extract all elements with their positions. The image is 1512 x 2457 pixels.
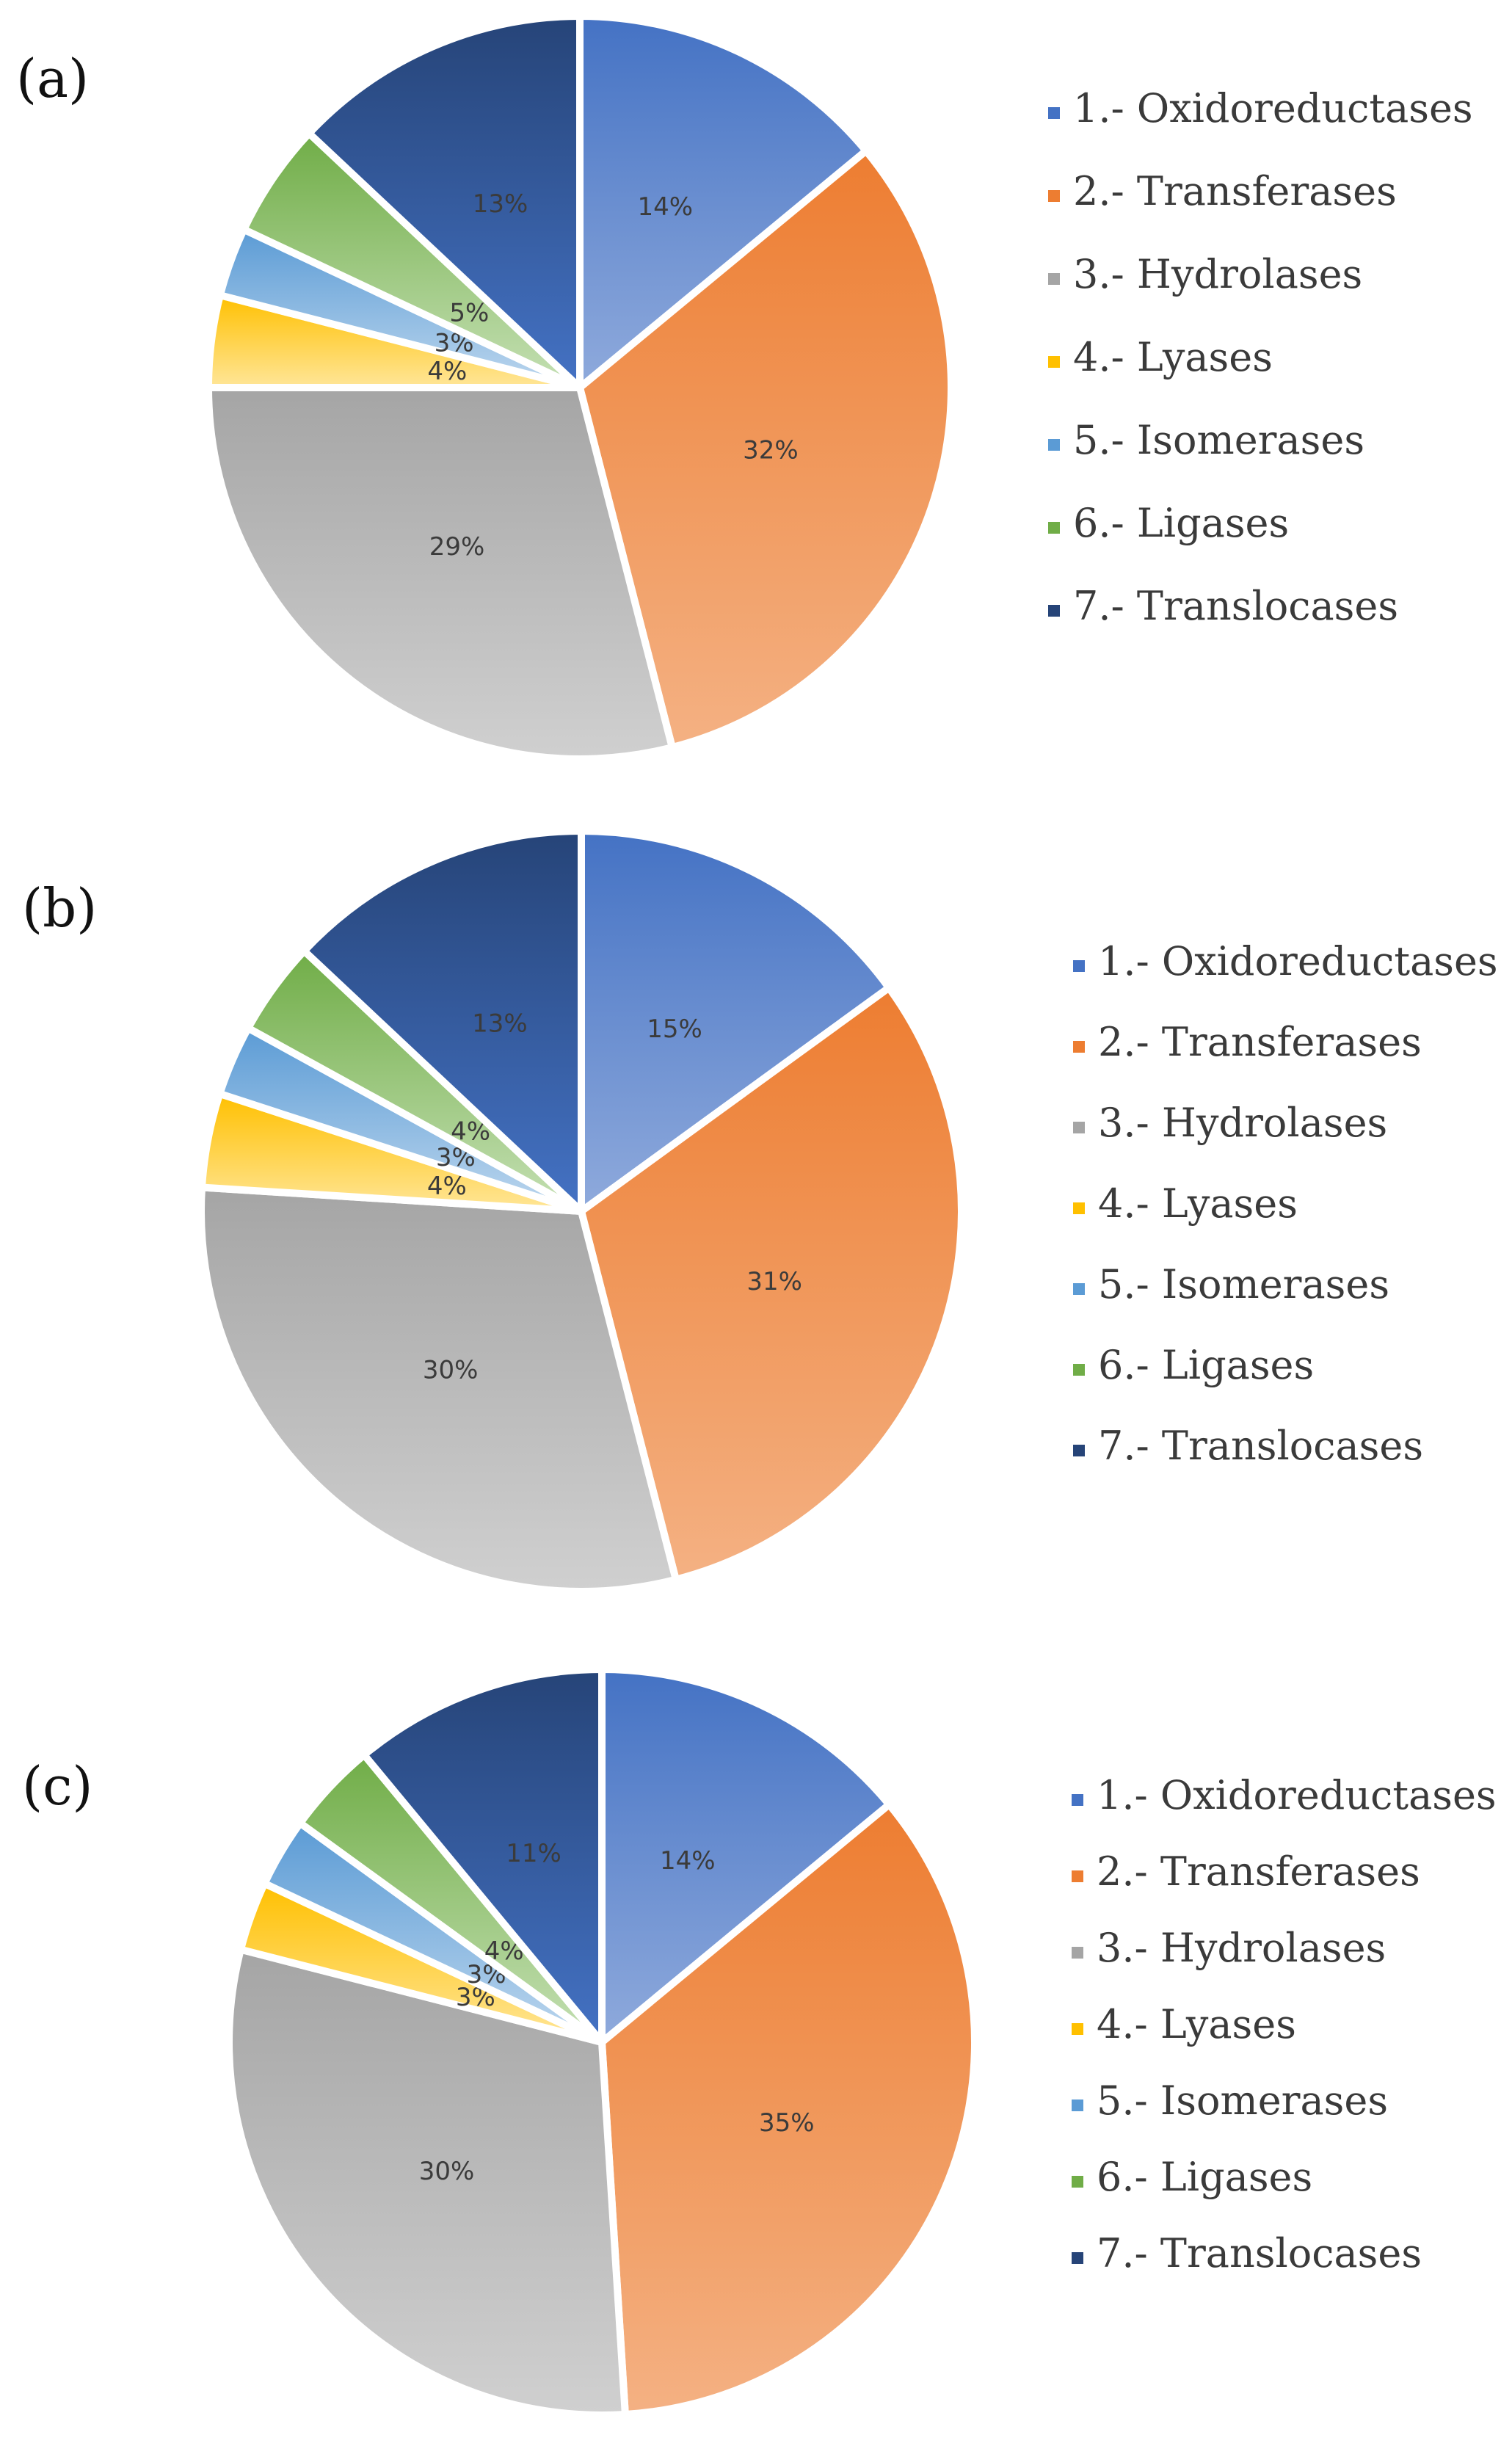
legend-marker-translocases — [1048, 605, 1060, 617]
legend-item-oxidoreductases: 1.- Oxidoreductases — [1073, 85, 1473, 131]
pie-slice-transferases — [578, 984, 965, 1583]
legend-marker-ligases — [1073, 1364, 1085, 1376]
legend: 1.- Oxidoreductases 2.- Transferases 3.- H… — [1073, 938, 1498, 1469]
legend-marker-ligases — [1072, 2176, 1083, 2188]
slice-label-transferases: 35% — [759, 2108, 815, 2138]
legend-item-ligases: 6.- Ligases — [1098, 1342, 1314, 1388]
legend-marker-isomerases — [1073, 1283, 1085, 1295]
legend-marker-translocases — [1072, 2252, 1083, 2264]
slice-label-transferases: 32% — [743, 435, 799, 465]
legend-marker-lyases — [1073, 1202, 1085, 1214]
pie-slice-translocases — [305, 12, 584, 391]
pie-slice-oxidoreductases — [576, 12, 870, 391]
legend-item-ligases: 6.- Ligases — [1073, 500, 1289, 546]
legend-marker-oxidoreductases — [1048, 107, 1060, 119]
pie-slice-transferases — [598, 1801, 978, 2418]
slice-label-translocases: 13% — [473, 189, 528, 219]
panel-label: (a) — [16, 48, 89, 109]
legend-item-hydrolases: 3.- Hydrolases — [1073, 251, 1362, 297]
legend-marker-lyases — [1048, 356, 1060, 368]
legend-marker-ligases — [1048, 522, 1060, 534]
legend-marker-transferases — [1073, 1041, 1085, 1053]
legend-item-isomerases: 5.- Isomerases — [1097, 2077, 1388, 2124]
legend-item-hydrolases: 3.- Hydrolases — [1097, 1925, 1386, 1971]
panel-label: (c) — [22, 1755, 93, 1817]
legend-marker-oxidoreductases — [1073, 960, 1085, 972]
pie-slice-oxidoreductases — [598, 1666, 893, 2046]
legend-item-translocases: 7.- Translocases — [1098, 1423, 1423, 1469]
panel-label: (b) — [22, 877, 97, 939]
legend: 1.- Oxidoreductases 2.- Transferases 3.- H… — [1048, 85, 1473, 629]
slice-label-hydrolases: 30% — [423, 1356, 479, 1385]
slice-label-ligases: 5% — [449, 299, 489, 328]
legend-item-lyases: 4.- Lyases — [1097, 2001, 1296, 2047]
slice-label-translocases: 11% — [506, 1839, 561, 1868]
slice-label-transferases: 31% — [746, 1267, 802, 1296]
pie-slice-hydrolases — [225, 1945, 629, 2419]
legend: 1.- Oxidoreductases 2.- Transferases 3.- H… — [1072, 1772, 1497, 2276]
legend-marker-transferases — [1048, 190, 1060, 202]
slice-label-hydrolases: 30% — [419, 2157, 475, 2186]
pie-slice-hydrolases — [205, 384, 676, 763]
legend-item-translocases: 7.- Translocases — [1097, 2230, 1422, 2276]
legend-item-isomerases: 5.- Isomerases — [1073, 417, 1364, 463]
pie-slice-oxidoreductases — [578, 827, 893, 1215]
legend-marker-hydrolases — [1072, 1947, 1083, 1959]
legend-marker-translocases — [1073, 1445, 1085, 1456]
legend-item-isomerases: 5.- Isomerases — [1098, 1261, 1389, 1307]
slice-label-lyases: 4% — [427, 1172, 467, 1201]
legend-marker-isomerases — [1072, 2099, 1083, 2111]
legend-marker-hydrolases — [1048, 273, 1060, 285]
legend-item-ligases: 6.- Ligases — [1097, 2154, 1312, 2200]
legend-marker-lyases — [1072, 2023, 1083, 2035]
pie-chart-1: (a)14%32%29%4%3%5%13%1.- Oxidoreductases… — [16, 12, 1473, 763]
slice-label-lyases: 4% — [427, 357, 467, 386]
legend-item-transferases: 2.- Transferases — [1097, 1848, 1420, 1895]
legend-item-transferases: 2.- Transferases — [1098, 1019, 1422, 1065]
pie-slice-translocases — [300, 827, 585, 1215]
legend-item-hydrolases: 3.- Hydrolases — [1098, 1100, 1387, 1146]
legend-marker-hydrolases — [1073, 1122, 1085, 1133]
legend-item-lyases: 4.- Lyases — [1098, 1180, 1298, 1227]
slice-label-oxidoreductases: 14% — [660, 1846, 716, 1876]
pie-slice-hydrolases — [197, 1183, 680, 1596]
pie-chart-3: (c)14%35%30%3%3%4%11%1.- Oxidoreductases… — [22, 1666, 1497, 2419]
legend-marker-oxidoreductases — [1072, 1794, 1083, 1806]
legend-marker-transferases — [1072, 1870, 1083, 1882]
pie-chart-2: (b)15%31%30%4%3%4%13%1.- Oxidoreductases… — [22, 827, 1498, 1596]
slice-label-translocases: 13% — [472, 1009, 528, 1038]
slice-label-oxidoreductases: 14% — [638, 192, 694, 222]
legend-item-transferases: 2.- Transferases — [1073, 168, 1397, 214]
slice-label-oxidoreductases: 15% — [647, 1015, 702, 1044]
legend-item-translocases: 7.- Translocases — [1073, 583, 1398, 629]
legend-item-oxidoreductases: 1.- Oxidoreductases — [1097, 1772, 1497, 1818]
pie-slice-translocases — [360, 1666, 606, 2046]
slice-label-hydrolases: 29% — [429, 532, 485, 562]
legend-item-lyases: 4.- Lyases — [1073, 334, 1273, 380]
pie-slice-transferases — [576, 147, 955, 752]
legend-item-oxidoreductases: 1.- Oxidoreductases — [1098, 938, 1498, 984]
legend-marker-isomerases — [1048, 439, 1060, 451]
